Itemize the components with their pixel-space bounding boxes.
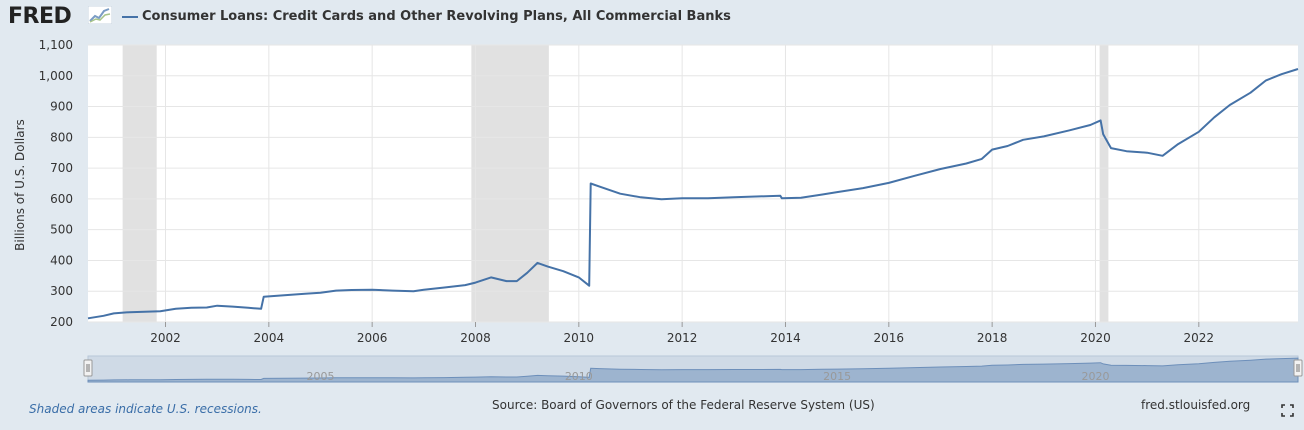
line-chart[interactable]: 200 300 400 500 600 700 800 900 1,000 1,100 2002 20… [0,36,1304,388]
navigator-tick-label: 2010 [565,370,593,383]
navigator-handle-left[interactable] [83,359,93,377]
y-tick-label: 1,100 [39,38,73,52]
recession-band-1 [471,45,549,322]
recession-note: Shaded areas indicate U.S. recessions. [29,402,262,416]
y-tick-label: 800 [50,130,73,144]
x-tick-label: 2016 [874,331,905,345]
y-tick-label: 900 [50,100,73,114]
chart-header: FRED Consumer Loans: Credit Cards and Ot… [0,0,1304,36]
navigator-handle-right[interactable] [1293,359,1303,377]
x-tick-label: 2014 [770,331,801,345]
fullscreen-icon[interactable] [1281,404,1294,417]
y-tick-label: 1,000 [39,69,73,83]
y-tick-label: 600 [50,192,73,206]
x-tick-label: 2022 [1184,331,1215,345]
navigator-tick-label: 2005 [306,370,334,383]
site-link[interactable]: fred.stlouisfed.org [1141,398,1251,412]
series-line-0 [87,68,1299,320]
x-tick-label: 2012 [667,331,698,345]
x-tick-label: 2010 [564,331,595,345]
fred-logo[interactable]: FRED [8,4,72,29]
x-tick-label: 2008 [460,331,491,345]
navigator-tick-label: 2020 [1081,370,1109,383]
legend-swatch [122,16,138,18]
series-title[interactable]: Consumer Loans: Credit Cards and Other R… [142,9,731,24]
x-tick-label: 2018 [977,331,1008,345]
recession-band-2 [1099,45,1109,322]
plot-area [88,45,1298,322]
x-tick-label: 2004 [254,331,285,345]
y-tick-label: 700 [50,161,73,175]
navigator-series [87,357,1299,383]
source-text: Source: Board of Governors of the Federa… [492,398,875,412]
x-tick-label: 2006 [357,331,388,345]
x-tick-label: 2020 [1080,331,1111,345]
recession-band-0 [122,45,157,322]
y-tick-label: 400 [50,253,73,267]
y-tick-label: 300 [50,284,73,298]
x-tick-label: 2002 [150,331,181,345]
fred-trend-icon [88,6,112,24]
y-tick-label: 500 [50,223,73,237]
navigator-tick-label: 2015 [823,370,851,383]
y-tick-label: 200 [50,315,73,329]
